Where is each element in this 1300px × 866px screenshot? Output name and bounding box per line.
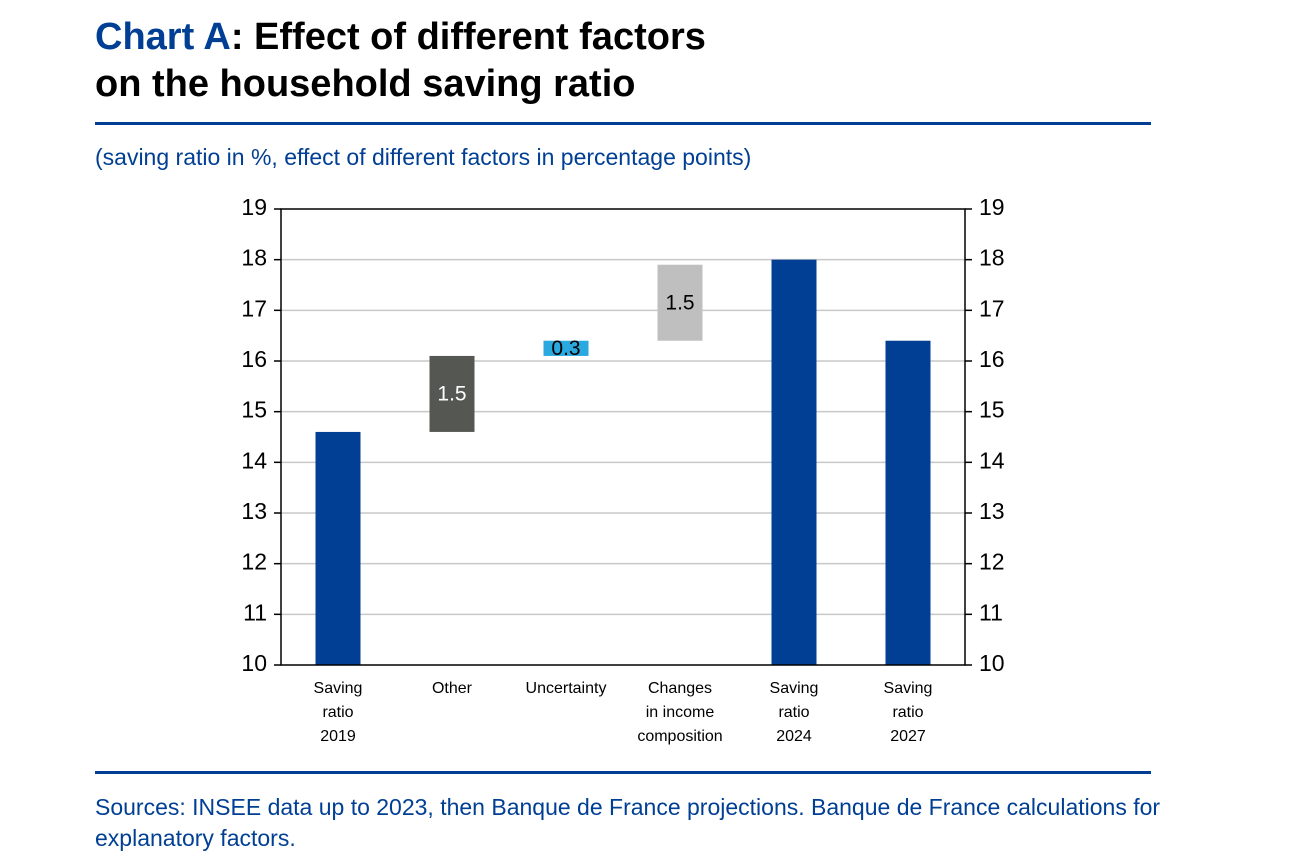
x-tick-label: Saving ratio 2024 xyxy=(769,680,819,745)
bar xyxy=(657,264,703,341)
x-tick-label: Changes in income composition xyxy=(637,680,723,745)
chart: 10 11 12 13 14 15 16 17 18 19 10 11 12 13 14 15 16 17 18 19… xyxy=(241,194,1005,676)
y-tick-label: 11 xyxy=(243,599,267,625)
title-text: : Effect of different factors on the hou… xyxy=(95,16,706,105)
y2-tick-label: 12 xyxy=(979,549,1005,575)
y-tick-label: 10 xyxy=(241,650,267,676)
bar xyxy=(315,431,361,665)
y-tick-label: 16 xyxy=(241,346,267,372)
y2-tick-label: 10 xyxy=(979,650,1005,676)
data-label: 0.3 xyxy=(551,337,580,360)
y2-tick-label: 13 xyxy=(979,498,1005,524)
top-rule xyxy=(95,122,1151,125)
bar xyxy=(771,259,817,665)
source: Sources: INSEE data up to 2023, then Ban… xyxy=(95,794,1161,851)
x-tick-label: Other xyxy=(431,680,472,697)
plot-frame xyxy=(280,208,966,666)
bar xyxy=(543,340,589,356)
y2-tick-label: 16 xyxy=(979,346,1005,372)
bottom-rule xyxy=(95,771,1151,774)
y-tick-label: 15 xyxy=(241,397,267,423)
x-tick-label: Saving ratio 2019 xyxy=(313,680,363,745)
bar xyxy=(885,340,931,665)
y-tick-label: 17 xyxy=(241,295,267,321)
y-tick-label: 14 xyxy=(241,447,267,473)
y2-tick-label: 17 xyxy=(979,295,1005,321)
y2-tick-label: 18 xyxy=(979,245,1005,271)
y2-tick-label: 15 xyxy=(979,397,1005,423)
data-label: 1.5 xyxy=(665,291,694,314)
x-tick-label: Uncertainty xyxy=(525,680,607,697)
chart-title: Chart A: Effect of different factors on … xyxy=(95,14,706,108)
data-label: 1.5 xyxy=(437,382,466,405)
y-tick-label: 12 xyxy=(241,549,267,575)
y2-tick-label: 11 xyxy=(979,599,1003,625)
y2-tick-label: 19 xyxy=(979,194,1005,220)
y-tick-label: 13 xyxy=(241,498,267,524)
x-tick-label: Saving ratio 2027 xyxy=(883,680,933,745)
title-label: Chart A xyxy=(95,16,231,58)
y-tick-label: 19 xyxy=(241,194,267,220)
bar xyxy=(429,355,475,432)
y-tick-label: 18 xyxy=(241,245,267,271)
subtitle: (saving ratio in %, effect of different … xyxy=(95,144,752,170)
y2-tick-label: 14 xyxy=(979,447,1005,473)
